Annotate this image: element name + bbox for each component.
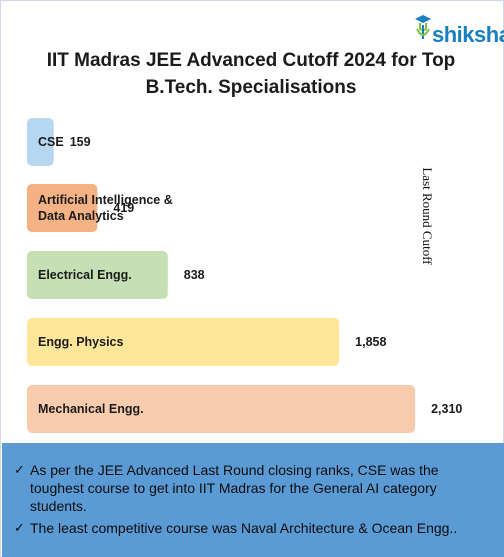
checkmark-icon: ✓ [14, 462, 25, 477]
brand-name: shiksha [432, 22, 504, 47]
notes-panel: ✓ As per the JEE Advanced Last Round clo… [2, 443, 504, 557]
note-text: As per the JEE Advanced Last Round closi… [30, 462, 439, 514]
bar-category-label: Engg. Physics [38, 335, 123, 349]
note-text: The least competitive course was Naval A… [30, 520, 458, 536]
bar-value-label: 1,858 [355, 335, 386, 349]
note-item: ✓ The least competitive course was Naval… [14, 519, 494, 537]
bar-chart: CSE 159 Artificial Intelligence & Data Anal… [27, 118, 462, 433]
bar [27, 385, 416, 433]
bar-value-label: 159 [70, 135, 91, 149]
chart-title: IIT Madras JEE Advanced Cutoff 2024 for … [46, 50, 456, 98]
bar-category-label: CSE [38, 135, 64, 149]
checkmark-icon: ✓ [14, 520, 25, 535]
bar [27, 184, 98, 232]
bar-value-label: 838 [184, 268, 205, 282]
bar-value-label: 2,310 [431, 402, 462, 416]
bar [27, 318, 340, 366]
shiksha-logo-icon [415, 15, 431, 39]
bar-category-label: Mechanical Engg. [38, 402, 144, 416]
bar [27, 118, 54, 166]
note-item: ✓ As per the JEE Advanced Last Round clo… [14, 461, 494, 515]
bar-category-label: Electrical Engg. [38, 268, 132, 282]
bar-value-label: 419 [113, 201, 134, 215]
bar [27, 251, 168, 299]
bar-category-label: Artificial Intelligence & Data Analytics [38, 193, 173, 223]
